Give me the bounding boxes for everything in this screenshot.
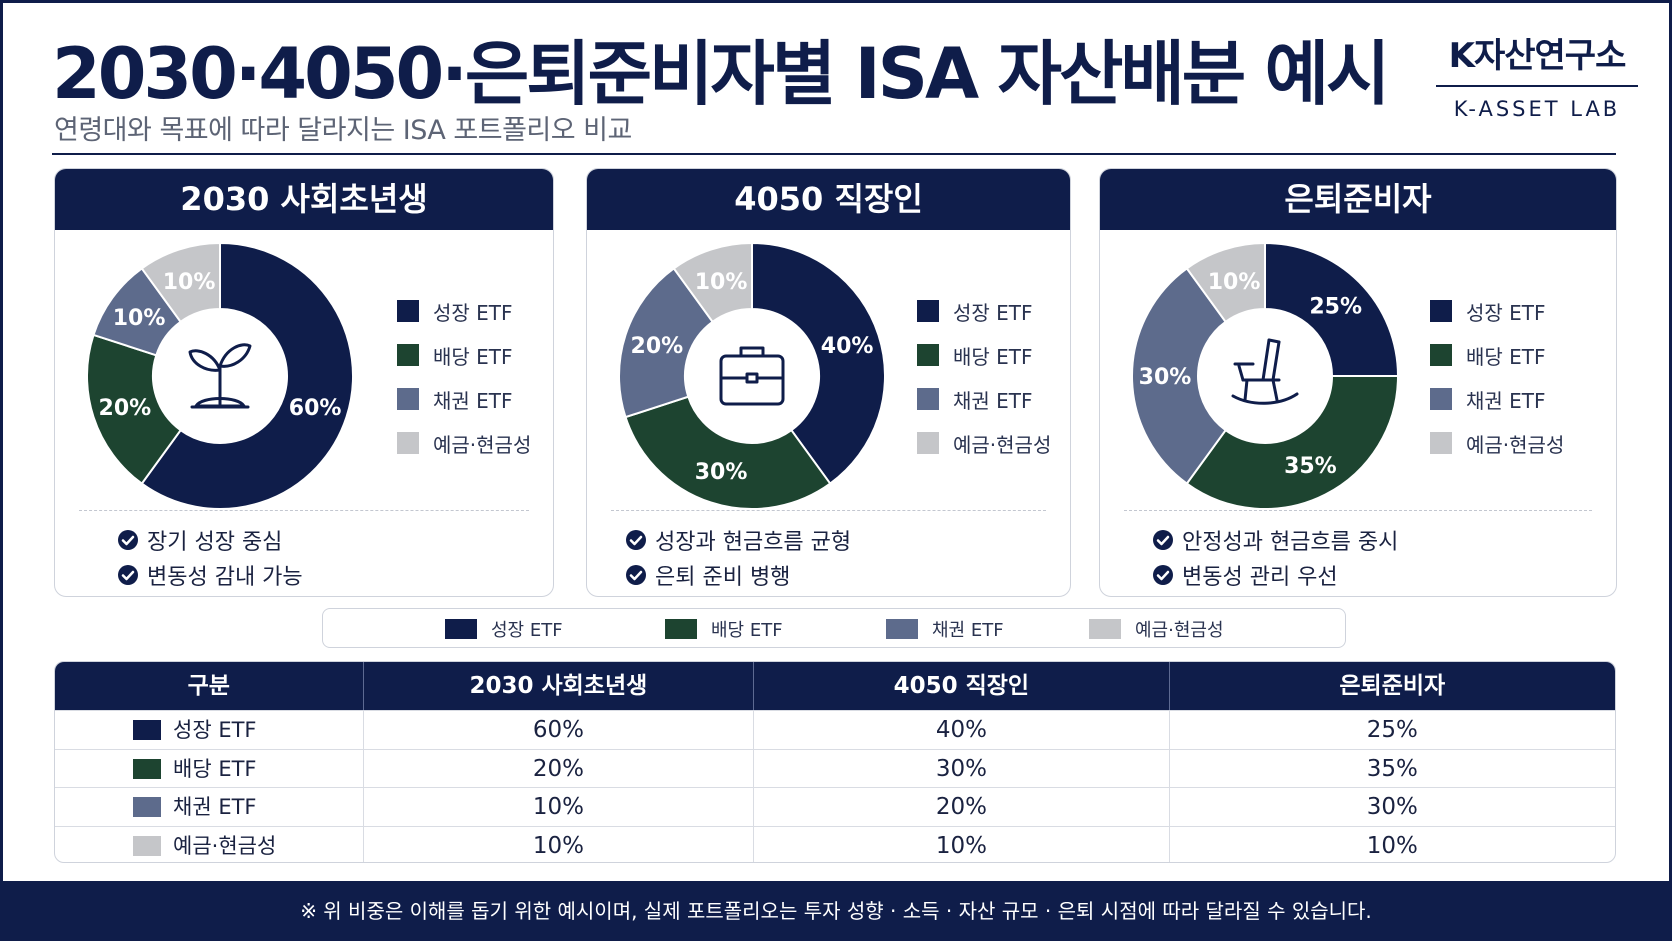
brand-divider	[1436, 85, 1638, 87]
card-retiree: 은퇴준비자 25% 35% 30% 10% 성장 ETF 배당 ETF 채권 ETF …	[1099, 168, 1617, 597]
donut-chart-2030: 60% 20% 10% 10%	[86, 241, 354, 510]
table-cell: 10%	[364, 788, 755, 826]
slice-label-bond: 30%	[1139, 365, 1192, 390]
check-circle-icon	[626, 529, 646, 550]
table-cell: 20%	[754, 788, 1170, 826]
slice-label-growth: 25%	[1309, 294, 1362, 319]
legend-item-cash: 예금·현금성	[917, 421, 1051, 465]
brand-logo: K자산연구소 K-ASSET LAB	[1436, 28, 1638, 121]
check-item: 변동성 감내 가능	[117, 557, 303, 592]
shared-legend-growth: 성장 ETF	[445, 609, 563, 649]
card-checklist: 성장과 현금흐름 균형 은퇴 준비 병행	[625, 522, 851, 592]
table-header: 구분 2030 사회초년생 4050 직장인 은퇴준비자	[55, 662, 1615, 710]
table-cell: 배당 ETF	[55, 749, 364, 787]
slice-label-dividend: 30%	[695, 460, 748, 485]
legend-item-growth: 성장 ETF	[1430, 289, 1564, 333]
legend-item-bond: 채권 ETF	[397, 377, 531, 421]
donut-chart-retiree: 25% 35% 30% 10%	[1131, 241, 1400, 510]
table-cell: 성장 ETF	[55, 711, 364, 749]
shared-legend-dividend: 배당 ETF	[665, 609, 783, 649]
legend-item-dividend: 배당 ETF	[1430, 333, 1564, 377]
slice-label-cash: 10%	[1208, 270, 1261, 295]
legend-item-bond: 채권 ETF	[917, 377, 1051, 421]
table-cell: 20%	[364, 749, 755, 787]
slice-label-growth: 60%	[289, 396, 342, 421]
table-header-cell: 구분	[55, 662, 364, 710]
slice-label-bond: 10%	[113, 306, 166, 331]
allocation-table: 구분 2030 사회초년생 4050 직장인 은퇴준비자 성장 ETF 60% …	[54, 661, 1616, 863]
table-cell: 10%	[364, 826, 755, 862]
legend-item-dividend: 배당 ETF	[917, 333, 1051, 377]
check-item: 성장과 현금흐름 균형	[625, 522, 851, 557]
card-title: 4050 직장인	[587, 169, 1070, 230]
shared-legend-cash: 예금·현금성	[1089, 609, 1224, 649]
slice-label-dividend: 20%	[99, 396, 152, 421]
table-row: 예금·현금성 10% 10% 10%	[55, 825, 1615, 862]
table-cell: 25%	[1366, 717, 1418, 743]
brand-name: K자산연구소	[1448, 36, 1627, 76]
slice-label-bond: 20%	[631, 334, 684, 359]
check-item: 은퇴 준비 병행	[625, 557, 851, 592]
check-circle-icon	[626, 564, 646, 585]
table-cell: 10%	[1366, 832, 1418, 859]
legend-item-cash: 예금·현금성	[397, 421, 531, 465]
card-title: 2030 사회초년생	[55, 169, 553, 230]
card-divider	[1124, 510, 1592, 511]
check-item: 변동성 관리 우선	[1152, 557, 1398, 592]
briefcase-icon	[719, 346, 785, 406]
card-divider	[79, 510, 529, 511]
slice-label-cash: 10%	[163, 270, 216, 295]
rocking-chair-icon	[1231, 338, 1299, 405]
table-cell: 35%	[1366, 755, 1418, 782]
card-2030: 2030 사회초년생 60% 20% 10% 10% 성장 ETF 배당 ETF 채권…	[54, 168, 554, 597]
table-cell: 30%	[754, 749, 1170, 787]
table-row: 성장 ETF 60% 40% 25%	[55, 710, 1615, 749]
card-divider	[611, 510, 1046, 511]
card-checklist: 안정성과 현금흐름 중시 변동성 관리 우선	[1152, 522, 1398, 592]
table-row: 배당 ETF 20% 30% 35%	[55, 748, 1615, 787]
legend-item-dividend: 배당 ETF	[397, 333, 531, 377]
card-checklist: 장기 성장 중심 변동성 감내 가능	[117, 522, 303, 592]
table-header-cell: 4050 직장인	[754, 662, 1170, 710]
card-title: 은퇴준비자	[1100, 169, 1616, 230]
legend-item-growth: 성장 ETF	[917, 289, 1051, 333]
table-header-cell: 2030 사회초년생	[364, 662, 755, 710]
header-rule	[52, 153, 1616, 155]
check-item: 장기 성장 중심	[117, 522, 303, 557]
slice-label-dividend: 35%	[1284, 454, 1337, 479]
footer-disclaimer: ※ 위 비중은 이해를 돕기 위한 예시이며, 실제 포트폴리오는 투자 성향 …	[0, 881, 1672, 941]
page-subtitle: 연령대와 목표에 따라 달라지는 ISA 포트폴리오 비교	[54, 115, 632, 146]
shared-legend-bond: 채권 ETF	[886, 609, 1004, 649]
table-header-cell: 은퇴준비자	[1339, 673, 1446, 699]
table-cell: 40%	[754, 711, 1170, 749]
legend-item-bond: 채권 ETF	[1430, 377, 1564, 421]
legend-item-growth: 성장 ETF	[397, 289, 531, 333]
card-legend: 성장 ETF 배당 ETF 채권 ETF 예금·현금성	[917, 289, 1051, 465]
table-cell: 예금·현금성	[55, 826, 364, 862]
shared-legend: 성장 ETF 배당 ETF 채권 ETF 예금·현금성	[322, 608, 1346, 648]
table-cell: 10%	[754, 826, 1170, 862]
donut-slice-growth	[751, 241, 886, 485]
table-row: 채권 ETF 10% 20% 30%	[55, 787, 1615, 826]
check-circle-icon	[118, 564, 138, 585]
sprout-icon	[188, 343, 252, 409]
card-4050: 4050 직장인 40% 30% 20% 10% 성장 ETF 배당 ETF 채권 E…	[586, 168, 1071, 597]
card-legend: 성장 ETF 배당 ETF 채권 ETF 예금·현금성	[397, 289, 531, 465]
table-cell: 60%	[364, 711, 755, 749]
check-item: 안정성과 현금흐름 중시	[1152, 522, 1398, 557]
card-legend: 성장 ETF 배당 ETF 채권 ETF 예금·현금성	[1430, 289, 1564, 465]
brand-subname: K-ASSET LAB	[1453, 97, 1621, 121]
check-circle-icon	[118, 529, 138, 550]
slice-label-cash: 10%	[695, 270, 748, 295]
check-circle-icon	[1153, 564, 1173, 585]
donut-chart-4050: 40% 30% 20% 10%	[618, 241, 886, 510]
check-circle-icon	[1153, 529, 1173, 550]
legend-item-cash: 예금·현금성	[1430, 421, 1564, 465]
slice-label-growth: 40%	[821, 334, 874, 359]
page-title: 2030·4050·은퇴준비자별 ISA 자산배분 예시	[52, 33, 1390, 115]
table-cell: 30%	[1366, 794, 1418, 820]
table-cell: 채권 ETF	[55, 788, 364, 826]
